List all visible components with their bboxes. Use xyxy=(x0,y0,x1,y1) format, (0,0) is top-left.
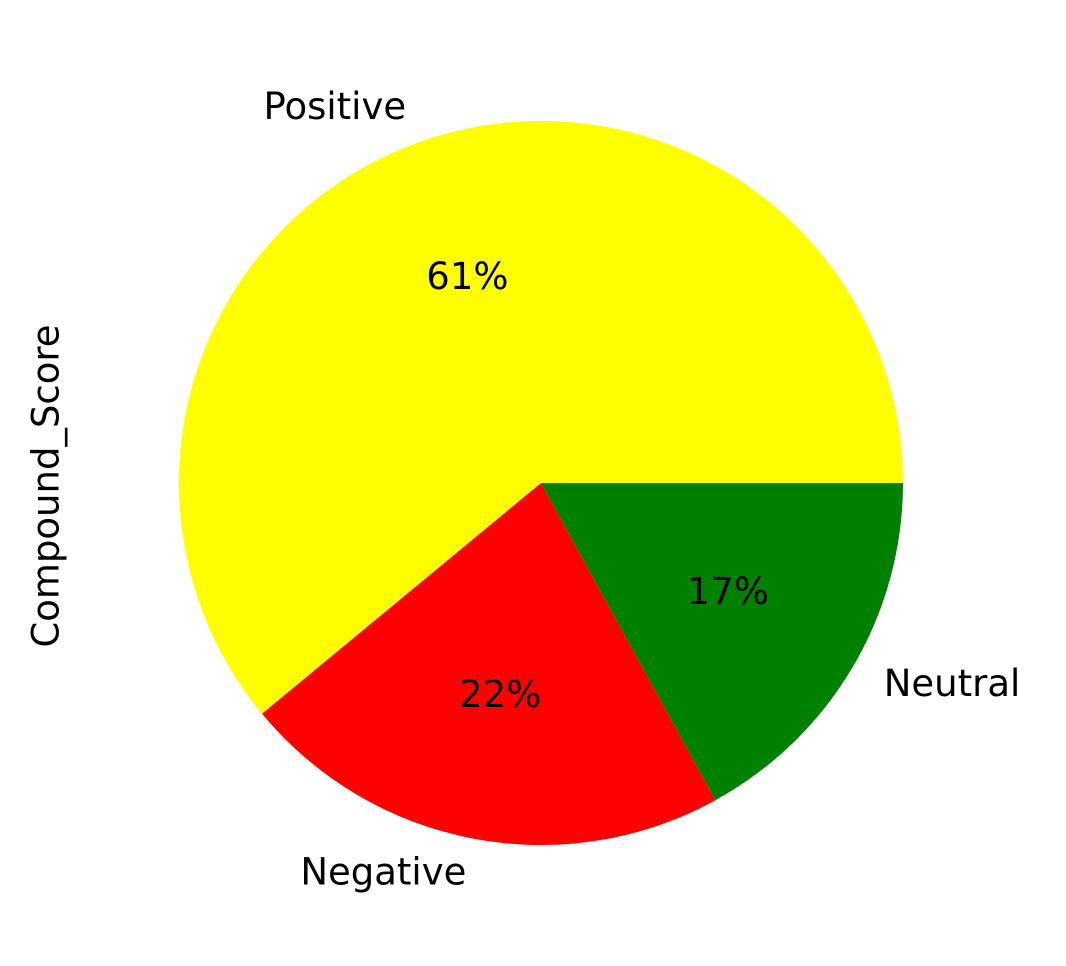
pie-slice-positive xyxy=(179,121,903,714)
pie-labels: Positive 61% Negative 22% Neutral 17% xyxy=(263,85,1020,894)
percent-label-positive: 61% xyxy=(426,255,508,298)
percent-label-negative: 22% xyxy=(459,673,541,716)
pie-slices xyxy=(179,121,903,846)
slice-label-negative: Negative xyxy=(300,851,466,894)
percent-label-neutral: 17% xyxy=(687,570,769,613)
pie-slice-negative xyxy=(262,483,716,846)
y-axis-label: Compound_Score xyxy=(25,324,68,647)
pie-slice-neutral xyxy=(541,483,903,801)
slice-label-neutral: Neutral xyxy=(884,662,1021,705)
slice-label-positive: Positive xyxy=(263,85,406,128)
